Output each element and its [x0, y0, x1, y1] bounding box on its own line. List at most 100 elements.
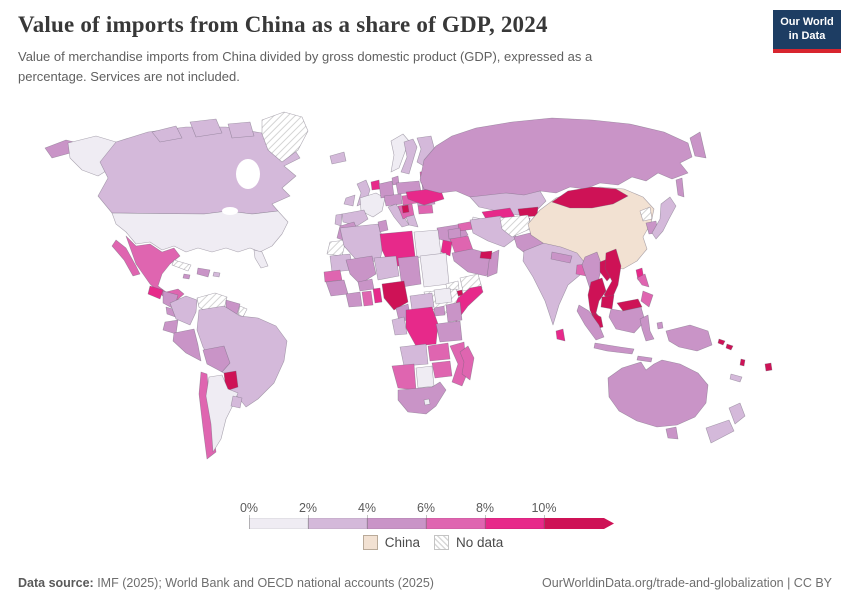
region-zimbabwe[interactable]: Zimbabwe — [431, 360, 453, 379]
region-mongolia[interactable]: Mongolia — [551, 186, 629, 209]
region-philippines-north[interactable]: Philippines (Luzon) — [636, 273, 650, 288]
region-indonesia-sumatra[interactable]: Indonesia (Sumatra) — [576, 304, 605, 341]
region-nepal[interactable]: Nepal — [550, 251, 573, 264]
legend-bin-8-10[interactable] — [485, 518, 544, 529]
legend-tickline — [308, 515, 309, 529]
region-lesotho[interactable]: Lesotho — [423, 398, 431, 406]
region-colombia[interactable]: Colombia — [169, 295, 198, 326]
region-arctic-islands-3[interactable]: Canada (arctic islands) — [227, 121, 255, 139]
region-sweden[interactable]: Sweden — [400, 138, 418, 175]
region-arctic-islands-1[interactable]: Canada (arctic islands) — [151, 125, 183, 143]
region-indonesia-java[interactable]: Indonesia (Java) — [593, 342, 635, 355]
map-legend: 0% 2% 4% 6% 8% 10% China — [240, 501, 617, 550]
legend-bin-0-2[interactable] — [249, 518, 308, 529]
caspian-sea — [464, 200, 474, 222]
region-sudan[interactable]: Sudan — [419, 252, 450, 288]
region-kamchatka[interactable]: Russia (Kamchatka) — [689, 131, 707, 159]
region-arctic-islands-2[interactable]: Canada (arctic islands) — [189, 118, 223, 138]
region-florida[interactable]: United States (Florida) — [253, 249, 269, 269]
legend-bin-2-4[interactable] — [308, 518, 367, 529]
region-tanzania[interactable]: Tanzania — [435, 320, 463, 343]
owid-logo[interactable]: Our World in Data — [773, 10, 841, 53]
region-zambia[interactable]: Zambia — [427, 342, 451, 362]
region-greece[interactable]: Greece — [405, 214, 419, 228]
region-guinea[interactable]: Guinea region — [325, 279, 349, 297]
legend-china-item[interactable]: China — [362, 535, 420, 550]
region-new-guinea[interactable]: Papua New Guinea — [665, 324, 713, 352]
region-japan[interactable]: Japan — [651, 196, 677, 240]
region-new-zealand-north[interactable]: New Zealand (North Island) — [728, 402, 746, 425]
region-kenya[interactable]: Kenya — [445, 301, 463, 323]
region-philippines-south[interactable]: Philippines (south) — [640, 290, 654, 308]
region-angola[interactable]: Angola — [399, 343, 429, 367]
region-jamaica[interactable]: Jamaica — [182, 273, 191, 280]
region-ecuador[interactable]: Ecuador — [162, 319, 179, 335]
region-uruguay[interactable]: Uruguay — [230, 395, 243, 409]
region-afghanistan[interactable]: Afghanistan — [499, 214, 533, 238]
legend-no-data-item[interactable]: No data — [433, 535, 503, 550]
region-israel-jordan[interactable]: Israel / Jordan — [440, 239, 453, 257]
region-namibia[interactable]: Namibia — [391, 363, 417, 391]
region-cote-divoire[interactable]: Côte d'Ivoire — [345, 291, 363, 308]
region-indonesia-lesser-sunda[interactable]: Indonesia (Lesser Sunda) — [636, 355, 653, 363]
region-botswana[interactable]: Botswana — [415, 365, 435, 389]
region-north-korea[interactable]: North Korea — [639, 206, 653, 222]
region-uganda[interactable]: Uganda — [433, 305, 446, 317]
region-central-african-republic[interactable]: Central African Republic — [409, 292, 435, 311]
region-guatemala[interactable]: Guatemala — [147, 285, 164, 300]
region-ghana[interactable]: Ghana — [361, 290, 374, 307]
world-map-svg: Russia (far east) United States (Alaska)… — [44, 111, 773, 460]
region-fiji[interactable]: Fiji — [764, 362, 773, 372]
region-spain[interactable]: Spain — [341, 209, 369, 227]
owid-logo-line2: in Data — [788, 29, 826, 42]
data-source-label: Data source: — [18, 576, 94, 590]
region-indonesia-sulawesi[interactable]: Indonesia (Sulawesi) — [639, 314, 655, 342]
legend-bin-4-6[interactable] — [367, 518, 426, 529]
legend-bin-10-plus[interactable] — [544, 518, 614, 529]
region-nigeria[interactable]: Nigeria — [381, 280, 409, 311]
region-dr-congo[interactable]: Democratic Republic of Congo — [405, 306, 439, 347]
region-peru[interactable]: Peru — [172, 328, 202, 362]
region-solomon-islands-2[interactable]: Solomon Islands — [725, 343, 734, 351]
region-sakhalin[interactable]: Russia (Sakhalin) — [675, 177, 685, 198]
region-solomon-islands-1[interactable]: Solomon Islands — [717, 338, 726, 346]
region-sri-lanka[interactable]: Sri Lanka — [555, 328, 566, 342]
region-netherlands-belgium[interactable]: Netherlands / Belgium — [370, 179, 381, 191]
region-new-zealand-south[interactable]: New Zealand (South Island) — [705, 419, 735, 444]
region-indonesia-borneo[interactable]: Indonesia (Kalimantan) — [608, 306, 646, 334]
legend-bin-6-8[interactable] — [426, 518, 485, 529]
region-puerto-rico[interactable]: Puerto Rico — [212, 271, 221, 278]
region-tunisia[interactable]: Tunisia — [377, 219, 389, 233]
region-iceland[interactable]: Iceland — [329, 151, 347, 165]
region-portugal[interactable]: Portugal — [334, 213, 343, 227]
region-greenland[interactable]: Greenland — [261, 111, 309, 163]
region-serbia[interactable]: Serbia — [401, 204, 410, 214]
region-indonesia-moluccas[interactable]: Indonesia (Moluccas) — [656, 321, 664, 330]
region-usa[interactable]: United States — [111, 210, 289, 253]
region-south-sudan[interactable]: South Sudan — [433, 287, 453, 305]
region-bulgaria[interactable]: Bulgaria — [417, 204, 434, 215]
region-madagascar[interactable]: Madagascar — [459, 345, 475, 381]
region-bolivia[interactable]: Bolivia — [202, 345, 231, 373]
region-ireland[interactable]: Ireland — [343, 194, 356, 207]
region-cambodia[interactable]: Cambodia — [600, 294, 615, 310]
region-czechia-austria[interactable]: Czechia / Austria — [383, 193, 403, 207]
region-hispaniola[interactable]: Dominican Republic / Haiti — [196, 267, 211, 278]
region-russia[interactable]: Russia — [419, 117, 693, 200]
region-chad[interactable]: Chad — [397, 255, 422, 288]
region-baja[interactable]: Mexico (Baja California) — [111, 239, 141, 277]
owid-link-license[interactable]: OurWorldinData.org/trade-and-globalizati… — [542, 576, 832, 590]
region-uae[interactable]: United Arab Emirates — [479, 250, 493, 260]
region-senegal[interactable]: Senegal — [323, 269, 343, 283]
region-south-africa[interactable]: South Africa — [397, 381, 447, 415]
region-new-caledonia[interactable]: New Caledonia — [729, 373, 743, 383]
region-australia[interactable]: Australia — [607, 359, 709, 428]
region-tasmania[interactable]: Australia (Tasmania) — [665, 426, 679, 440]
region-cuba[interactable]: Cuba — [171, 259, 192, 272]
region-niger[interactable]: Niger — [373, 255, 400, 281]
region-vanuatu[interactable]: Vanuatu — [739, 358, 746, 367]
region-togo-benin[interactable]: Togo / Benin — [372, 287, 383, 304]
region-argentina[interactable]: Argentina — [205, 374, 239, 453]
region-mali[interactable]: Mali — [345, 255, 377, 285]
region-gabon-congo[interactable]: Gabon / Congo — [391, 316, 408, 336]
